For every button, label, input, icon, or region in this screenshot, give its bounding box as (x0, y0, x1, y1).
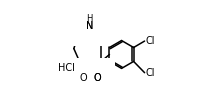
Text: O: O (93, 73, 101, 83)
Text: N: N (86, 21, 93, 31)
Text: O: O (93, 73, 101, 83)
Text: N: N (86, 21, 93, 31)
Text: Cl: Cl (145, 36, 155, 46)
Text: Cl: Cl (145, 68, 155, 78)
Text: HCl: HCl (58, 63, 75, 73)
Text: H: H (86, 14, 93, 23)
Text: O: O (79, 73, 87, 83)
Text: O: O (79, 73, 87, 83)
